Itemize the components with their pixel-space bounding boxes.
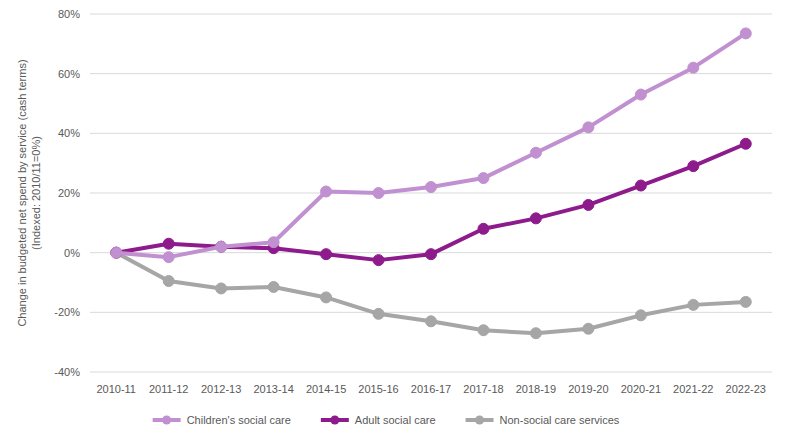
series-marker [635, 310, 646, 321]
series-marker [530, 328, 541, 339]
series-marker [268, 237, 279, 248]
series-marker [373, 308, 384, 319]
series-marker [426, 316, 437, 327]
series-marker [111, 247, 122, 258]
series-marker [268, 281, 279, 292]
series-marker [321, 292, 332, 303]
x-tick-label: 2020-21 [621, 383, 661, 395]
grid-line [90, 372, 772, 373]
plot-area [111, 28, 752, 339]
series-line [116, 253, 746, 334]
legend-marker [162, 416, 171, 425]
grid-line [90, 133, 772, 134]
series-marker [111, 247, 122, 258]
y-tick-label: -40% [54, 366, 80, 378]
series [111, 138, 752, 265]
series-marker [163, 252, 174, 263]
legend-label: Adult social care [355, 414, 436, 426]
series-line [116, 144, 746, 260]
grid-line [90, 14, 772, 15]
y-axis-label: (Indexed: 2010/11=0%) [30, 136, 42, 250]
series-marker [216, 241, 227, 252]
x-tick-label: 2022-23 [726, 383, 766, 395]
y-tick-label: -20% [54, 306, 80, 318]
series-marker [740, 138, 751, 149]
y-tick-label: 60% [58, 68, 80, 80]
y-tick-label: 80% [58, 8, 80, 20]
series-marker [635, 180, 646, 191]
series-marker [426, 182, 437, 193]
series-marker [216, 241, 227, 252]
series-marker [688, 161, 699, 172]
y-tick-label: 40% [58, 127, 80, 139]
series-marker [373, 255, 384, 266]
grid [90, 14, 772, 372]
chart: -40% -20% 0% 20% 40% 60% 80% 2010-11 2011-12 2012… [0, 0, 790, 435]
x-tick-label: 2017-18 [463, 383, 503, 395]
x-tick-label: 2010-11 [96, 383, 136, 395]
y-tick-label: 20% [58, 187, 80, 199]
y-tick-label: 0% [64, 247, 80, 259]
legend-label: Non-social care services [500, 414, 620, 426]
series-marker [530, 147, 541, 158]
series-marker [478, 325, 489, 336]
y-axis-label: Change in budgeted net spend by service … [16, 59, 28, 326]
x-tick-label: 2013-14 [253, 383, 293, 395]
x-tick-label: 2011-12 [149, 383, 189, 395]
x-tick-label: 2021-22 [673, 383, 713, 395]
series-marker [530, 213, 541, 224]
series-marker [321, 186, 332, 197]
series [111, 28, 752, 263]
series-marker [740, 296, 751, 307]
series-marker [740, 28, 751, 39]
series-marker [478, 173, 489, 184]
grid-line [90, 312, 772, 313]
series-marker [583, 323, 594, 334]
series-marker [373, 188, 384, 199]
series-marker [635, 89, 646, 100]
x-tick-label: 2012-13 [201, 383, 241, 395]
series-marker [426, 249, 437, 260]
series-marker [688, 62, 699, 73]
x-tick-label: 2014-15 [306, 383, 346, 395]
legend-marker [330, 416, 339, 425]
series-marker [583, 122, 594, 133]
series-line [116, 33, 746, 257]
series [111, 247, 752, 339]
x-tick-label: 2018-19 [516, 383, 556, 395]
x-tick-label: 2016-17 [411, 383, 451, 395]
series-marker [688, 299, 699, 310]
series-marker [163, 238, 174, 249]
x-tick-label: 2015-16 [358, 383, 398, 395]
series-marker [583, 199, 594, 210]
legend-marker [475, 416, 484, 425]
grid-line [90, 73, 772, 74]
legend: Children's social care Adult social care N… [153, 414, 620, 426]
series-marker [478, 223, 489, 234]
series-marker [163, 276, 174, 287]
series-marker [321, 249, 332, 260]
series-marker [111, 247, 122, 258]
legend-label: Children's social care [187, 414, 291, 426]
x-tick-label: 2019-20 [568, 383, 608, 395]
series-marker [216, 283, 227, 294]
